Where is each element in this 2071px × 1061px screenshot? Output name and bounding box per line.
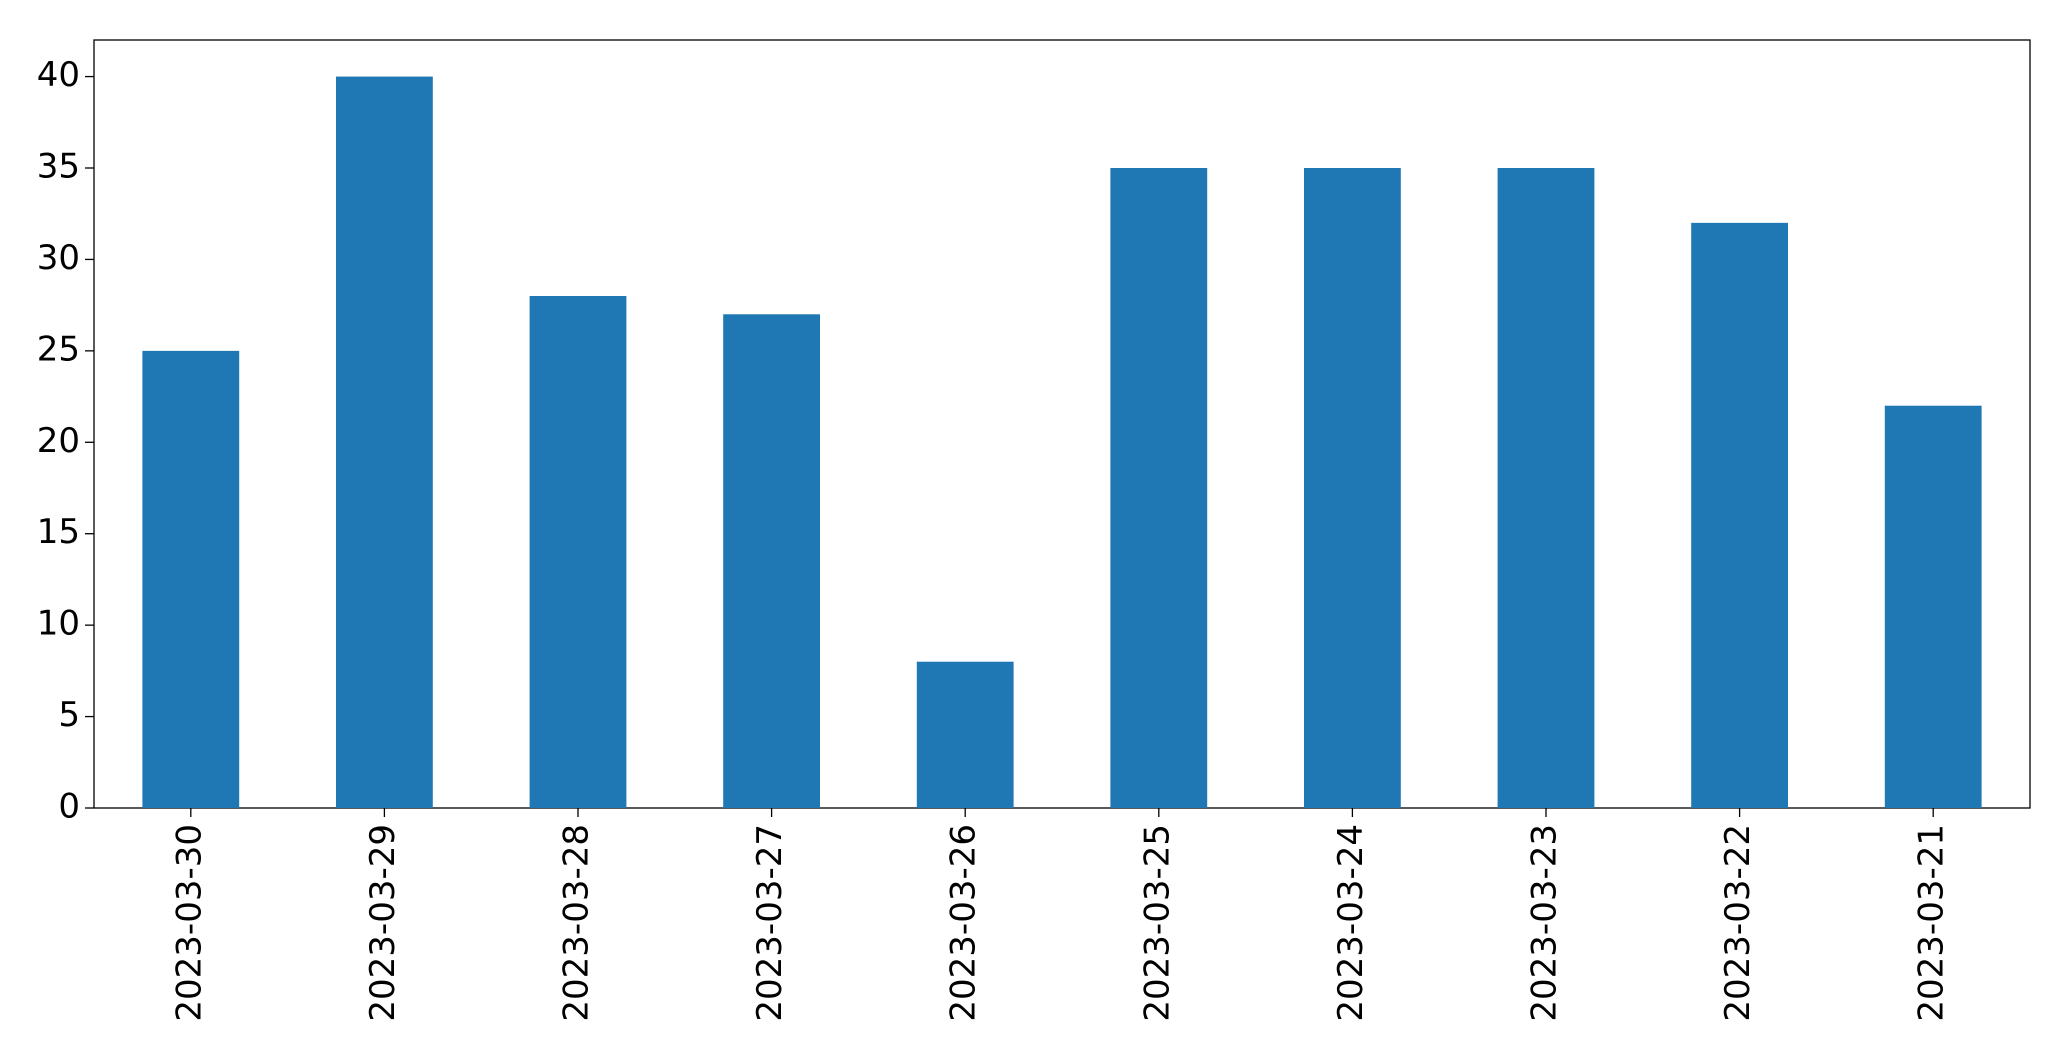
x-tick-label: 2023-03-21 — [1912, 824, 1952, 1022]
x-tick-label: 2023-03-28 — [557, 824, 597, 1022]
y-tick-label: 5 — [58, 695, 80, 735]
bar — [723, 314, 820, 808]
bar — [142, 350, 240, 808]
y-tick-label: 30 — [37, 238, 80, 278]
x-tick-label: 2023-03-30 — [169, 824, 209, 1022]
y-tick-label: 0 — [58, 787, 80, 827]
x-tick-label: 2023-03-25 — [1137, 824, 1177, 1022]
x-tick-label: 2023-03-29 — [363, 824, 403, 1022]
axes-frame — [93, 39, 2031, 809]
bar — [336, 76, 433, 809]
bar — [1884, 405, 1982, 808]
x-tick-label: 2023-03-26 — [944, 824, 984, 1022]
y-tick-label: 10 — [37, 604, 80, 644]
y-tick-label: 15 — [37, 512, 80, 552]
x-tick-label: 2023-03-24 — [1331, 824, 1371, 1022]
bar — [916, 661, 1014, 808]
y-tick-label: 35 — [37, 147, 80, 187]
bar — [1110, 168, 1208, 808]
y-tick-label: 20 — [37, 421, 80, 461]
bar — [1497, 168, 1595, 808]
y-tick-label: 25 — [37, 329, 80, 369]
bar — [1691, 222, 1788, 808]
x-tick-label: 2023-03-27 — [750, 824, 790, 1022]
bar — [529, 296, 627, 808]
bar — [1304, 168, 1401, 808]
y-tick-label: 40 — [37, 55, 80, 95]
x-tick-label: 2023-03-22 — [1718, 824, 1758, 1022]
x-tick-label: 2023-03-23 — [1525, 824, 1565, 1022]
